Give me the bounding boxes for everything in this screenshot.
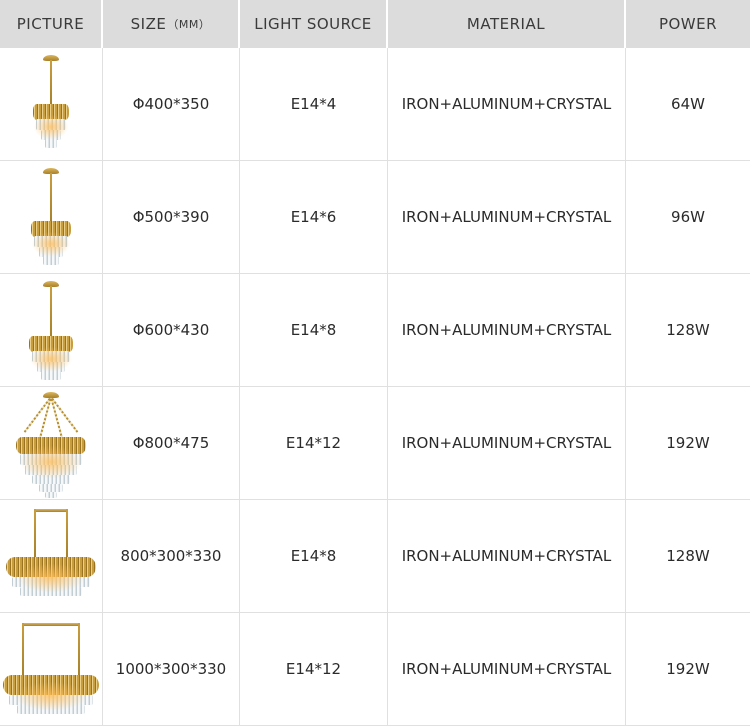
header-label: SIZE xyxy=(130,15,167,33)
material-cell: IRON+ALUMINUM+CRYSTAL xyxy=(388,613,626,725)
hanging-rod xyxy=(34,509,36,557)
product-picture xyxy=(0,500,103,612)
gold-drum xyxy=(16,437,86,454)
product-picture xyxy=(0,161,103,273)
size-cell: Φ600*430 xyxy=(103,274,240,386)
ceiling-canopy xyxy=(43,55,59,61)
crystal-tier xyxy=(20,454,82,465)
hanging-rod xyxy=(66,509,68,557)
hanging-rod xyxy=(22,623,24,675)
power-cell: 192W xyxy=(666,434,710,452)
hanging-rod xyxy=(78,623,80,675)
hanging-chain xyxy=(23,396,52,433)
header-label: LIGHT SOURCE xyxy=(254,15,372,33)
header-light-source: LIGHT SOURCE xyxy=(240,0,388,48)
crystal-tier xyxy=(39,484,63,492)
table-row: 1000*300*330 E14*12 IRON+ALUMINUM+CRYSTA… xyxy=(0,613,750,726)
table-row: Φ800*475 E14*12 IRON+ALUMINUM+CRYSTAL 19… xyxy=(0,387,750,500)
size-cell: 1000*300*330 xyxy=(103,613,240,725)
table-row: Φ600*430 E14*8 IRON+ALUMINUM+CRYSTAL 128… xyxy=(0,274,750,387)
hanging-rod xyxy=(50,173,52,221)
crystal-tier xyxy=(32,351,70,362)
product-picture xyxy=(0,48,103,160)
material-cell: IRON+ALUMINUM+CRYSTAL xyxy=(388,500,626,612)
gold-drum xyxy=(29,336,73,352)
size-cell: Φ800*475 xyxy=(103,387,240,499)
crystal-tier xyxy=(36,119,66,130)
header-label: POWER xyxy=(658,15,718,33)
power-cell: 128W xyxy=(666,321,710,339)
gold-drum xyxy=(31,221,71,237)
material-cell: IRON+ALUMINUM+CRYSTAL xyxy=(388,274,626,386)
product-picture xyxy=(0,613,103,725)
header-size: SIZE （MM） xyxy=(103,0,240,48)
size-cell: 800*300*330 xyxy=(103,500,240,612)
power-cell: 128W xyxy=(666,547,710,565)
power-cell: 192W xyxy=(666,660,710,678)
linear-chandelier-image xyxy=(0,613,102,725)
light-source-cell: E14*8 xyxy=(240,274,388,386)
hanging-rod xyxy=(50,60,52,104)
light-source-cell: E14*8 xyxy=(240,500,388,612)
round-chandelier-image xyxy=(0,161,102,273)
material-cell: IRON+ALUMINUM+CRYSTAL xyxy=(388,161,626,273)
power-cell: 96W xyxy=(671,208,705,226)
crystal-tier xyxy=(20,587,82,596)
header-picture: PICTURE xyxy=(0,0,103,48)
gold-drum xyxy=(3,675,99,695)
gold-drum xyxy=(33,104,69,120)
header-material: MATERIAL xyxy=(388,0,626,48)
header-label: PICTURE xyxy=(16,15,85,33)
crystal-tier xyxy=(45,492,57,498)
header-power: POWER xyxy=(626,0,750,48)
light-source-cell: E14*6 xyxy=(240,161,388,273)
table-row: Φ500*390 E14*6 IRON+ALUMINUM+CRYSTAL 96W xyxy=(0,161,750,274)
material-cell: IRON+ALUMINUM+CRYSTAL xyxy=(388,48,626,160)
ceiling-canopy xyxy=(43,392,59,398)
crystal-tier xyxy=(17,705,85,714)
linear-chandelier-image xyxy=(0,500,102,612)
frame-bar xyxy=(22,623,80,626)
table-header-row: PICTURE SIZE （MM） LIGHT SOURCE MATERIAL P… xyxy=(0,0,750,48)
product-picture xyxy=(0,274,103,386)
crystal-tier xyxy=(12,577,90,587)
crystal-tier xyxy=(41,371,61,380)
ceiling-canopy xyxy=(43,281,59,287)
header-unit: （MM） xyxy=(167,18,211,31)
crystal-tier xyxy=(25,465,77,475)
table-row: Φ400*350 E14*4 IRON+ALUMINUM+CRYSTAL 64W xyxy=(0,48,750,161)
product-picture xyxy=(0,387,103,499)
round-chandelier-image xyxy=(0,48,102,160)
crystal-tier xyxy=(9,695,93,705)
material-cell: IRON+ALUMINUM+CRYSTAL xyxy=(388,387,626,499)
crystal-tier xyxy=(34,236,68,247)
table-row: 800*300*330 E14*8 IRON+ALUMINUM+CRYSTAL … xyxy=(0,500,750,613)
gold-drum xyxy=(6,557,96,577)
crystal-tier xyxy=(43,256,59,265)
round-chandelier-image xyxy=(0,274,102,386)
hanging-rod xyxy=(50,286,52,336)
size-cell: Φ500*390 xyxy=(103,161,240,273)
crystal-tier xyxy=(32,475,70,484)
crystal-tier xyxy=(45,139,57,148)
cone-chandelier-image xyxy=(0,387,102,499)
light-source-cell: E14*12 xyxy=(240,387,388,499)
light-source-cell: E14*4 xyxy=(240,48,388,160)
light-source-cell: E14*12 xyxy=(240,613,388,725)
ceiling-canopy xyxy=(43,168,59,174)
header-label: MATERIAL xyxy=(466,15,546,33)
power-cell: 64W xyxy=(671,95,705,113)
size-cell: Φ400*350 xyxy=(103,48,240,160)
frame-bar xyxy=(34,509,68,512)
